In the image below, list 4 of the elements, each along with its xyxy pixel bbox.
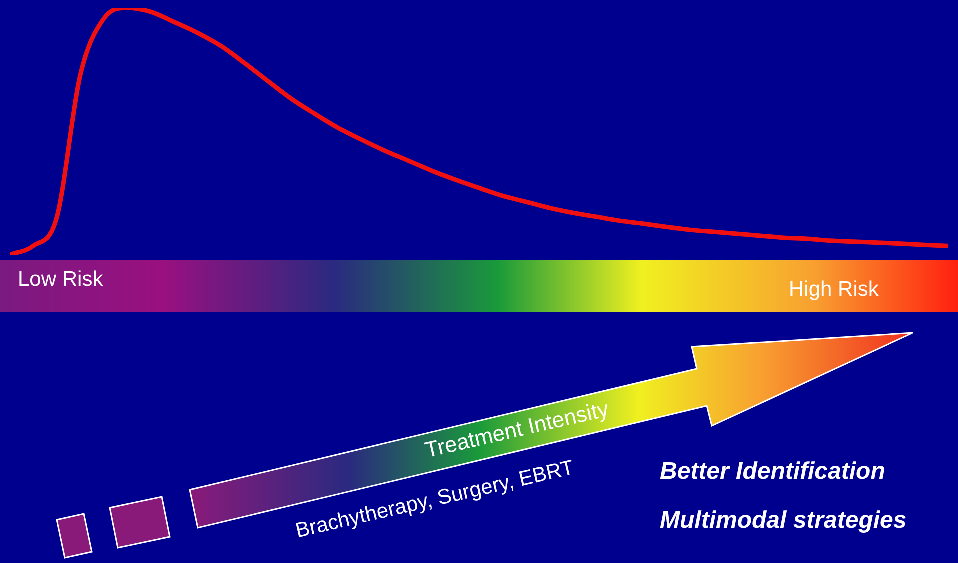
text: High Risk <box>789 278 879 302</box>
text: Low Risk <box>18 268 104 292</box>
text: Better Identification <box>660 458 886 486</box>
text: Multimodal strategies <box>660 507 907 535</box>
